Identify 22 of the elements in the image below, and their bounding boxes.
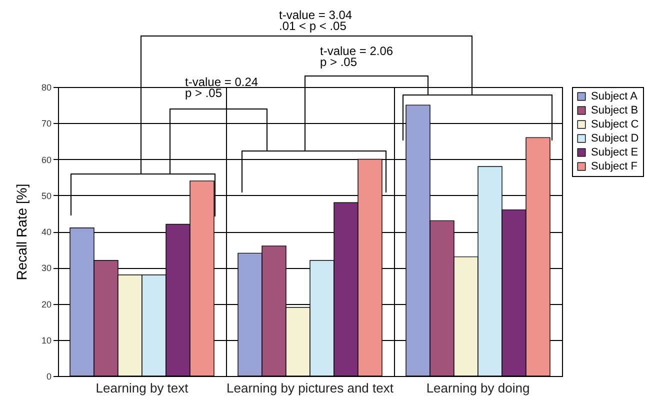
x-tick-label: Learning by doing xyxy=(426,380,530,396)
y-tick-label: 30 xyxy=(41,263,52,274)
legend-label: Subject D xyxy=(591,132,639,144)
x-tick-label: Learning by pictures and text xyxy=(226,380,394,396)
y-tick-label: 80 xyxy=(41,82,52,92)
y-tick-label: 70 xyxy=(41,118,52,129)
y-tick-label: 10 xyxy=(41,335,52,346)
y-tick-label: 40 xyxy=(41,227,52,237)
annotation: t-value = 0.24 p > .05 xyxy=(185,75,258,100)
legend-label: Subject A xyxy=(591,90,638,102)
legend-label: Subject B xyxy=(591,104,638,116)
x-tick-label: Learning by text xyxy=(96,380,189,396)
y-tick-label: 60 xyxy=(41,154,52,165)
legend-label: Subject E xyxy=(591,146,638,158)
text: t-value = 2.06 p > .05 xyxy=(320,44,394,69)
legend-label: Subject F xyxy=(591,160,638,172)
legend-label: Subject C xyxy=(591,118,639,130)
text: t-value = 3.04 .01 < p < .05 xyxy=(279,8,352,33)
y-tick-label: 0 xyxy=(46,372,52,382)
y-axis-title: Recall Rate [%] xyxy=(13,184,30,280)
y-tick-label: 20 xyxy=(41,299,52,310)
y-tick-label: 50 xyxy=(41,190,52,201)
